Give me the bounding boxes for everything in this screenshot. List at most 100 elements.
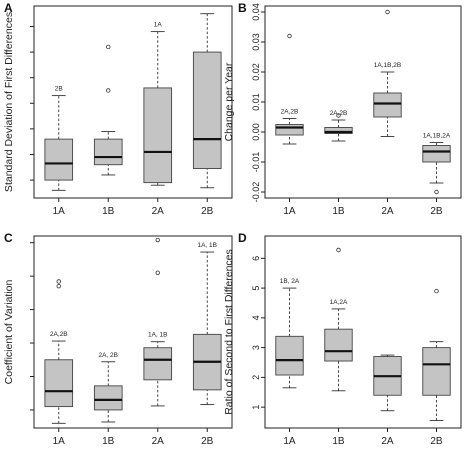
outlier-point xyxy=(336,113,341,118)
plot-frame xyxy=(264,235,462,429)
outlier-point xyxy=(287,33,292,39)
outlier-point xyxy=(385,9,390,15)
y-tick-label: 0.03 xyxy=(251,33,261,51)
y-tick-label: 0.04 xyxy=(251,3,261,21)
box-2a: 1A,1B,2B xyxy=(373,9,402,137)
x-tick-label: 1A xyxy=(53,436,66,447)
box-iqr xyxy=(422,145,451,163)
box-1b xyxy=(93,44,123,176)
panel-letter: D xyxy=(238,231,247,245)
significance-annotation: 2A, 2B xyxy=(98,352,118,359)
outlier-point xyxy=(336,247,341,253)
y-axis-label: Coefficient of Variation xyxy=(3,280,15,385)
significance-annotation: 2A,2B xyxy=(281,109,299,116)
x-tick-label: 1A xyxy=(53,206,66,217)
outlier-point xyxy=(434,288,439,294)
box-iqr xyxy=(93,138,123,166)
y-tick-label: -0.01 xyxy=(251,152,261,173)
x-tick-label: 2B xyxy=(430,436,443,447)
y-tick-label: 2 xyxy=(251,375,261,380)
box-iqr xyxy=(324,127,353,134)
x-tick-label: 2A xyxy=(152,436,165,447)
outlier-point xyxy=(106,44,111,50)
x-tick-label: 2B xyxy=(430,206,443,217)
x-tick-label: 1B xyxy=(332,436,345,447)
box-1a: 2A,2B xyxy=(44,279,74,424)
x-tick-label: 2B xyxy=(201,206,214,217)
box-1b: 1A,2A xyxy=(324,247,353,392)
panel-b: B Change per Year -0.02 -0.01 0.00 0.01 0.02 0.… xyxy=(223,1,462,217)
x-tick-label: 1A xyxy=(283,206,296,217)
box-1a: 2A,2B xyxy=(275,33,304,145)
x-tick-label: 2A xyxy=(381,436,394,447)
x-tick-label: 1A xyxy=(283,436,296,447)
outlier-point xyxy=(56,279,61,284)
box-iqr xyxy=(422,347,451,396)
panel-letter: B xyxy=(238,1,247,15)
significance-annotation: 1A,1B,2A xyxy=(423,133,451,140)
box-2b: 1A, 1B xyxy=(192,242,222,406)
x-tick-label: 1B xyxy=(102,436,115,447)
plot-frame xyxy=(33,5,233,199)
x-tick-label: 2A xyxy=(381,206,394,217)
box-1b: 2A,2B xyxy=(324,110,353,142)
significance-annotation: 1B, 2A xyxy=(280,278,300,285)
y-tick-label: 0.01 xyxy=(251,93,261,111)
panel-letter: C xyxy=(4,231,13,245)
outlier-point xyxy=(155,237,160,243)
y-axis-label: Change per Year xyxy=(223,62,235,141)
significance-annotation: 2A,2B xyxy=(50,331,68,338)
box-iqr xyxy=(44,359,74,408)
box-2a xyxy=(373,354,402,412)
significance-annotation: 1A,1B,2B xyxy=(374,62,401,69)
box-1a: 1B, 2A xyxy=(275,278,304,389)
x-tick-label: 1B xyxy=(102,206,115,217)
box-2b: 1A,1B,2A xyxy=(422,133,451,195)
significance-annotation: 1A,2A xyxy=(330,299,348,306)
box-2b xyxy=(422,288,451,422)
box-iqr xyxy=(192,51,222,170)
box-iqr xyxy=(143,87,173,184)
y-tick-label: 5 xyxy=(251,286,261,291)
y-axis-label: Standard Deviation of First Differences xyxy=(3,12,15,192)
box-iqr xyxy=(275,335,304,376)
box-iqr xyxy=(324,328,353,362)
x-tick-label: 2A xyxy=(152,206,165,217)
y-tick-label: -0.02 xyxy=(251,182,261,203)
outlier-point xyxy=(56,283,61,289)
significance-annotation: 2A,2B xyxy=(330,110,348,117)
panel-letter: A xyxy=(4,1,13,15)
box-iqr xyxy=(275,124,304,136)
x-tick-label: 2B xyxy=(201,436,214,447)
y-tick-label: 0.00 xyxy=(251,123,261,141)
y-tick-label: 3 xyxy=(251,345,261,350)
y-tick-label: 6 xyxy=(251,256,261,261)
outlier-point xyxy=(434,189,439,195)
y-tick-label: 1 xyxy=(251,405,261,410)
significance-annotation: 1A xyxy=(154,22,163,29)
box-1b: 2A, 2B xyxy=(93,352,123,423)
outlier-point xyxy=(106,88,111,93)
plot-frame xyxy=(264,5,462,199)
box-iqr xyxy=(44,138,74,181)
y-tick-label: 0.02 xyxy=(251,63,261,81)
box-iqr xyxy=(143,347,173,381)
outlier-point xyxy=(155,270,160,275)
box-2a: 1A, 1B xyxy=(143,237,173,407)
significance-annotation: 1A, 1B xyxy=(197,242,217,249)
y-tick-label: 4 xyxy=(251,315,261,320)
y-axis-label: Ratio of Second to First Differences xyxy=(223,249,235,415)
box-2b xyxy=(192,13,222,189)
box-iqr xyxy=(373,92,402,118)
box-2a: 1A xyxy=(143,22,173,186)
significance-annotation: 2B xyxy=(55,86,63,93)
plot-frame xyxy=(33,235,233,429)
box-iqr xyxy=(93,385,123,411)
significance-annotation: 1A, 1B xyxy=(148,332,168,339)
box-1a: 2B xyxy=(44,86,74,191)
panel-c: C Coefficient of Variation 1A 1B 2A 2B 2A,2B 2A… xyxy=(3,231,233,447)
